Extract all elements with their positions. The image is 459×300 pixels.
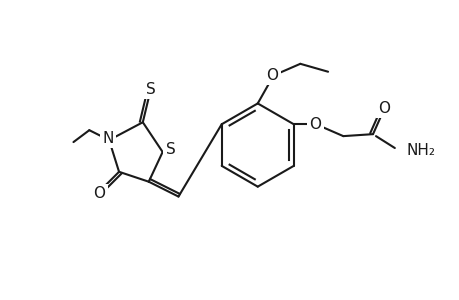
Text: NH₂: NH₂ bbox=[406, 143, 435, 158]
Text: N: N bbox=[102, 130, 113, 146]
Text: O: O bbox=[266, 68, 278, 83]
Text: O: O bbox=[377, 101, 389, 116]
Text: O: O bbox=[309, 117, 321, 132]
Text: O: O bbox=[93, 186, 105, 201]
Text: S: S bbox=[165, 142, 175, 157]
Text: S: S bbox=[146, 82, 155, 97]
